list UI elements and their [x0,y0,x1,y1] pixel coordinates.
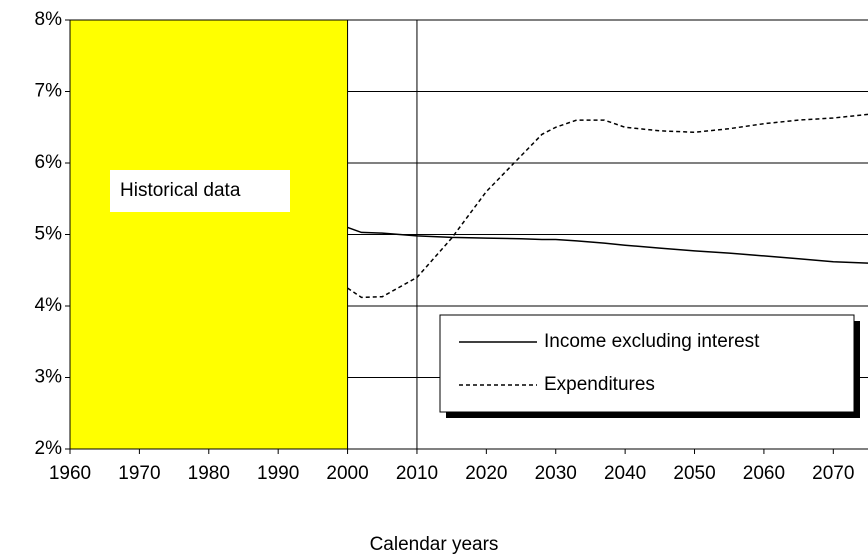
series-line [347,113,868,299]
y-tick-label: 3% [35,367,63,388]
series-line [347,226,868,264]
x-tick-label: 2050 [673,463,715,484]
legend-label: Expenditures [544,374,655,395]
x-tick-label: 1990 [257,463,299,484]
x-tick-label: 2040 [604,463,646,484]
y-tick-label: 5% [35,224,63,245]
x-tick-label: 2070 [812,463,854,484]
y-tick-label: 4% [35,295,63,316]
x-tick-label: 1960 [49,463,91,484]
x-tick-label: 1970 [118,463,160,484]
region-label: Historical data [120,180,241,201]
x-tick-label: 2000 [326,463,368,484]
legend-label: Income excluding interest [544,331,760,352]
y-tick-label: 8% [35,9,63,30]
region-label-box [110,170,290,212]
y-tick-label: 6% [35,152,63,173]
historical-region [69,19,349,450]
x-tick-label: 2030 [535,463,577,484]
y-tick-label: 2% [35,438,63,459]
x-tick-label: 1980 [188,463,230,484]
y-tick-label: 7% [35,81,63,102]
x-axis-label: Calendar years [370,534,499,555]
x-tick-label: 2060 [743,463,785,484]
x-tick-label: 2020 [465,463,507,484]
legend [439,314,855,413]
x-tick-label: 2010 [396,463,438,484]
